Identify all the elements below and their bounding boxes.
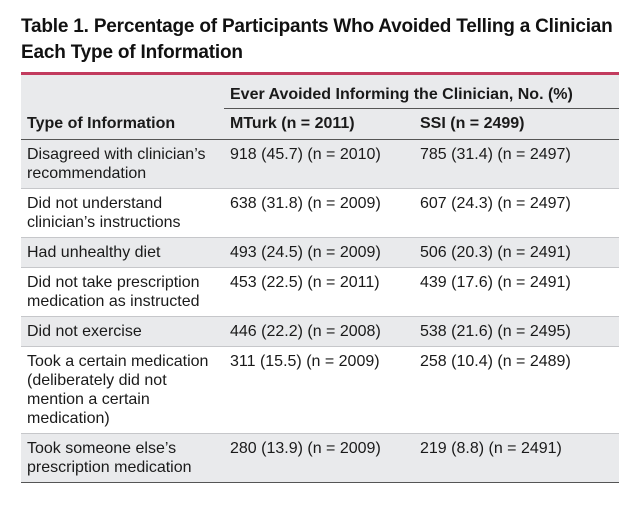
cell-ssi: 607 (24.3) (n = 2497) bbox=[414, 188, 619, 238]
table-row: Took a certain medication (deliberately … bbox=[21, 346, 619, 434]
table-row: Did not understand clinician’s instructi… bbox=[21, 188, 619, 238]
cell-ssi: 439 (17.6) (n = 2491) bbox=[414, 267, 619, 317]
cell-type: Did not take prescription medication as … bbox=[21, 267, 224, 317]
cell-mturk: 638 (31.8) (n = 2009) bbox=[224, 188, 414, 238]
top-accent-rule bbox=[21, 72, 619, 75]
cell-mturk: 311 (15.5) (n = 2009) bbox=[224, 346, 414, 434]
table-body: Disagreed with clinician’s recommendatio… bbox=[21, 139, 619, 483]
cell-type: Disagreed with clinician’s recommendatio… bbox=[21, 139, 224, 189]
table-head: Ever Avoided Informing the Clinician, No… bbox=[21, 75, 619, 140]
spanner-blank-cell bbox=[21, 75, 224, 108]
cell-mturk: 453 (22.5) (n = 2011) bbox=[224, 267, 414, 317]
cell-type: Took a certain medication (deliberately … bbox=[21, 346, 224, 434]
table-row: Took someone else’s prescription medicat… bbox=[21, 433, 619, 483]
spanner-header: Ever Avoided Informing the Clinician, No… bbox=[224, 75, 619, 108]
table-row: Did not exercise 446 (22.2) (n = 2008) 5… bbox=[21, 316, 619, 347]
table-row: Had unhealthy diet 493 (24.5) (n = 2009)… bbox=[21, 237, 619, 268]
cell-type: Had unhealthy diet bbox=[21, 237, 224, 268]
table-title: Table 1. Percentage of Participants Who … bbox=[21, 16, 613, 63]
header-type: Type of Information bbox=[21, 108, 224, 140]
cell-type: Did not exercise bbox=[21, 316, 224, 347]
cell-ssi: 506 (20.3) (n = 2491) bbox=[414, 237, 619, 268]
cell-ssi: 219 (8.8) (n = 2491) bbox=[414, 433, 619, 483]
cell-mturk: 493 (24.5) (n = 2009) bbox=[224, 237, 414, 268]
cell-mturk: 918 (45.7) (n = 2010) bbox=[224, 139, 414, 189]
cell-type: Took someone else’s prescription medicat… bbox=[21, 433, 224, 483]
table-container: Ever Avoided Informing the Clinician, No… bbox=[21, 75, 619, 483]
spanner-label: Ever Avoided Informing the Clinician, No… bbox=[230, 86, 573, 103]
table-row: Did not take prescription medication as … bbox=[21, 267, 619, 317]
cell-ssi: 258 (10.4) (n = 2489) bbox=[414, 346, 619, 434]
cell-ssi: 538 (21.6) (n = 2495) bbox=[414, 316, 619, 347]
header-row: Type of Information MTurk (n = 2011) SSI… bbox=[21, 108, 619, 140]
header-ssi: SSI (n = 2499) bbox=[414, 108, 619, 140]
header-mturk: MTurk (n = 2011) bbox=[224, 108, 414, 140]
cell-mturk: 446 (22.2) (n = 2008) bbox=[224, 316, 414, 347]
cell-ssi: 785 (31.4) (n = 2497) bbox=[414, 139, 619, 189]
cell-type: Did not understand clinician’s instructi… bbox=[21, 188, 224, 238]
spanner-row: Ever Avoided Informing the Clinician, No… bbox=[21, 75, 619, 108]
cell-mturk: 280 (13.9) (n = 2009) bbox=[224, 433, 414, 483]
spanner-underline bbox=[224, 108, 619, 109]
table-row: Disagreed with clinician’s recommendatio… bbox=[21, 139, 619, 189]
data-table: Ever Avoided Informing the Clinician, No… bbox=[21, 75, 619, 483]
